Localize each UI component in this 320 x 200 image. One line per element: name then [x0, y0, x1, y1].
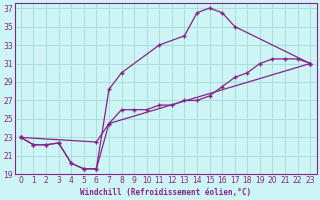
X-axis label: Windchill (Refroidissement éolien,°C): Windchill (Refroidissement éolien,°C): [80, 188, 251, 197]
